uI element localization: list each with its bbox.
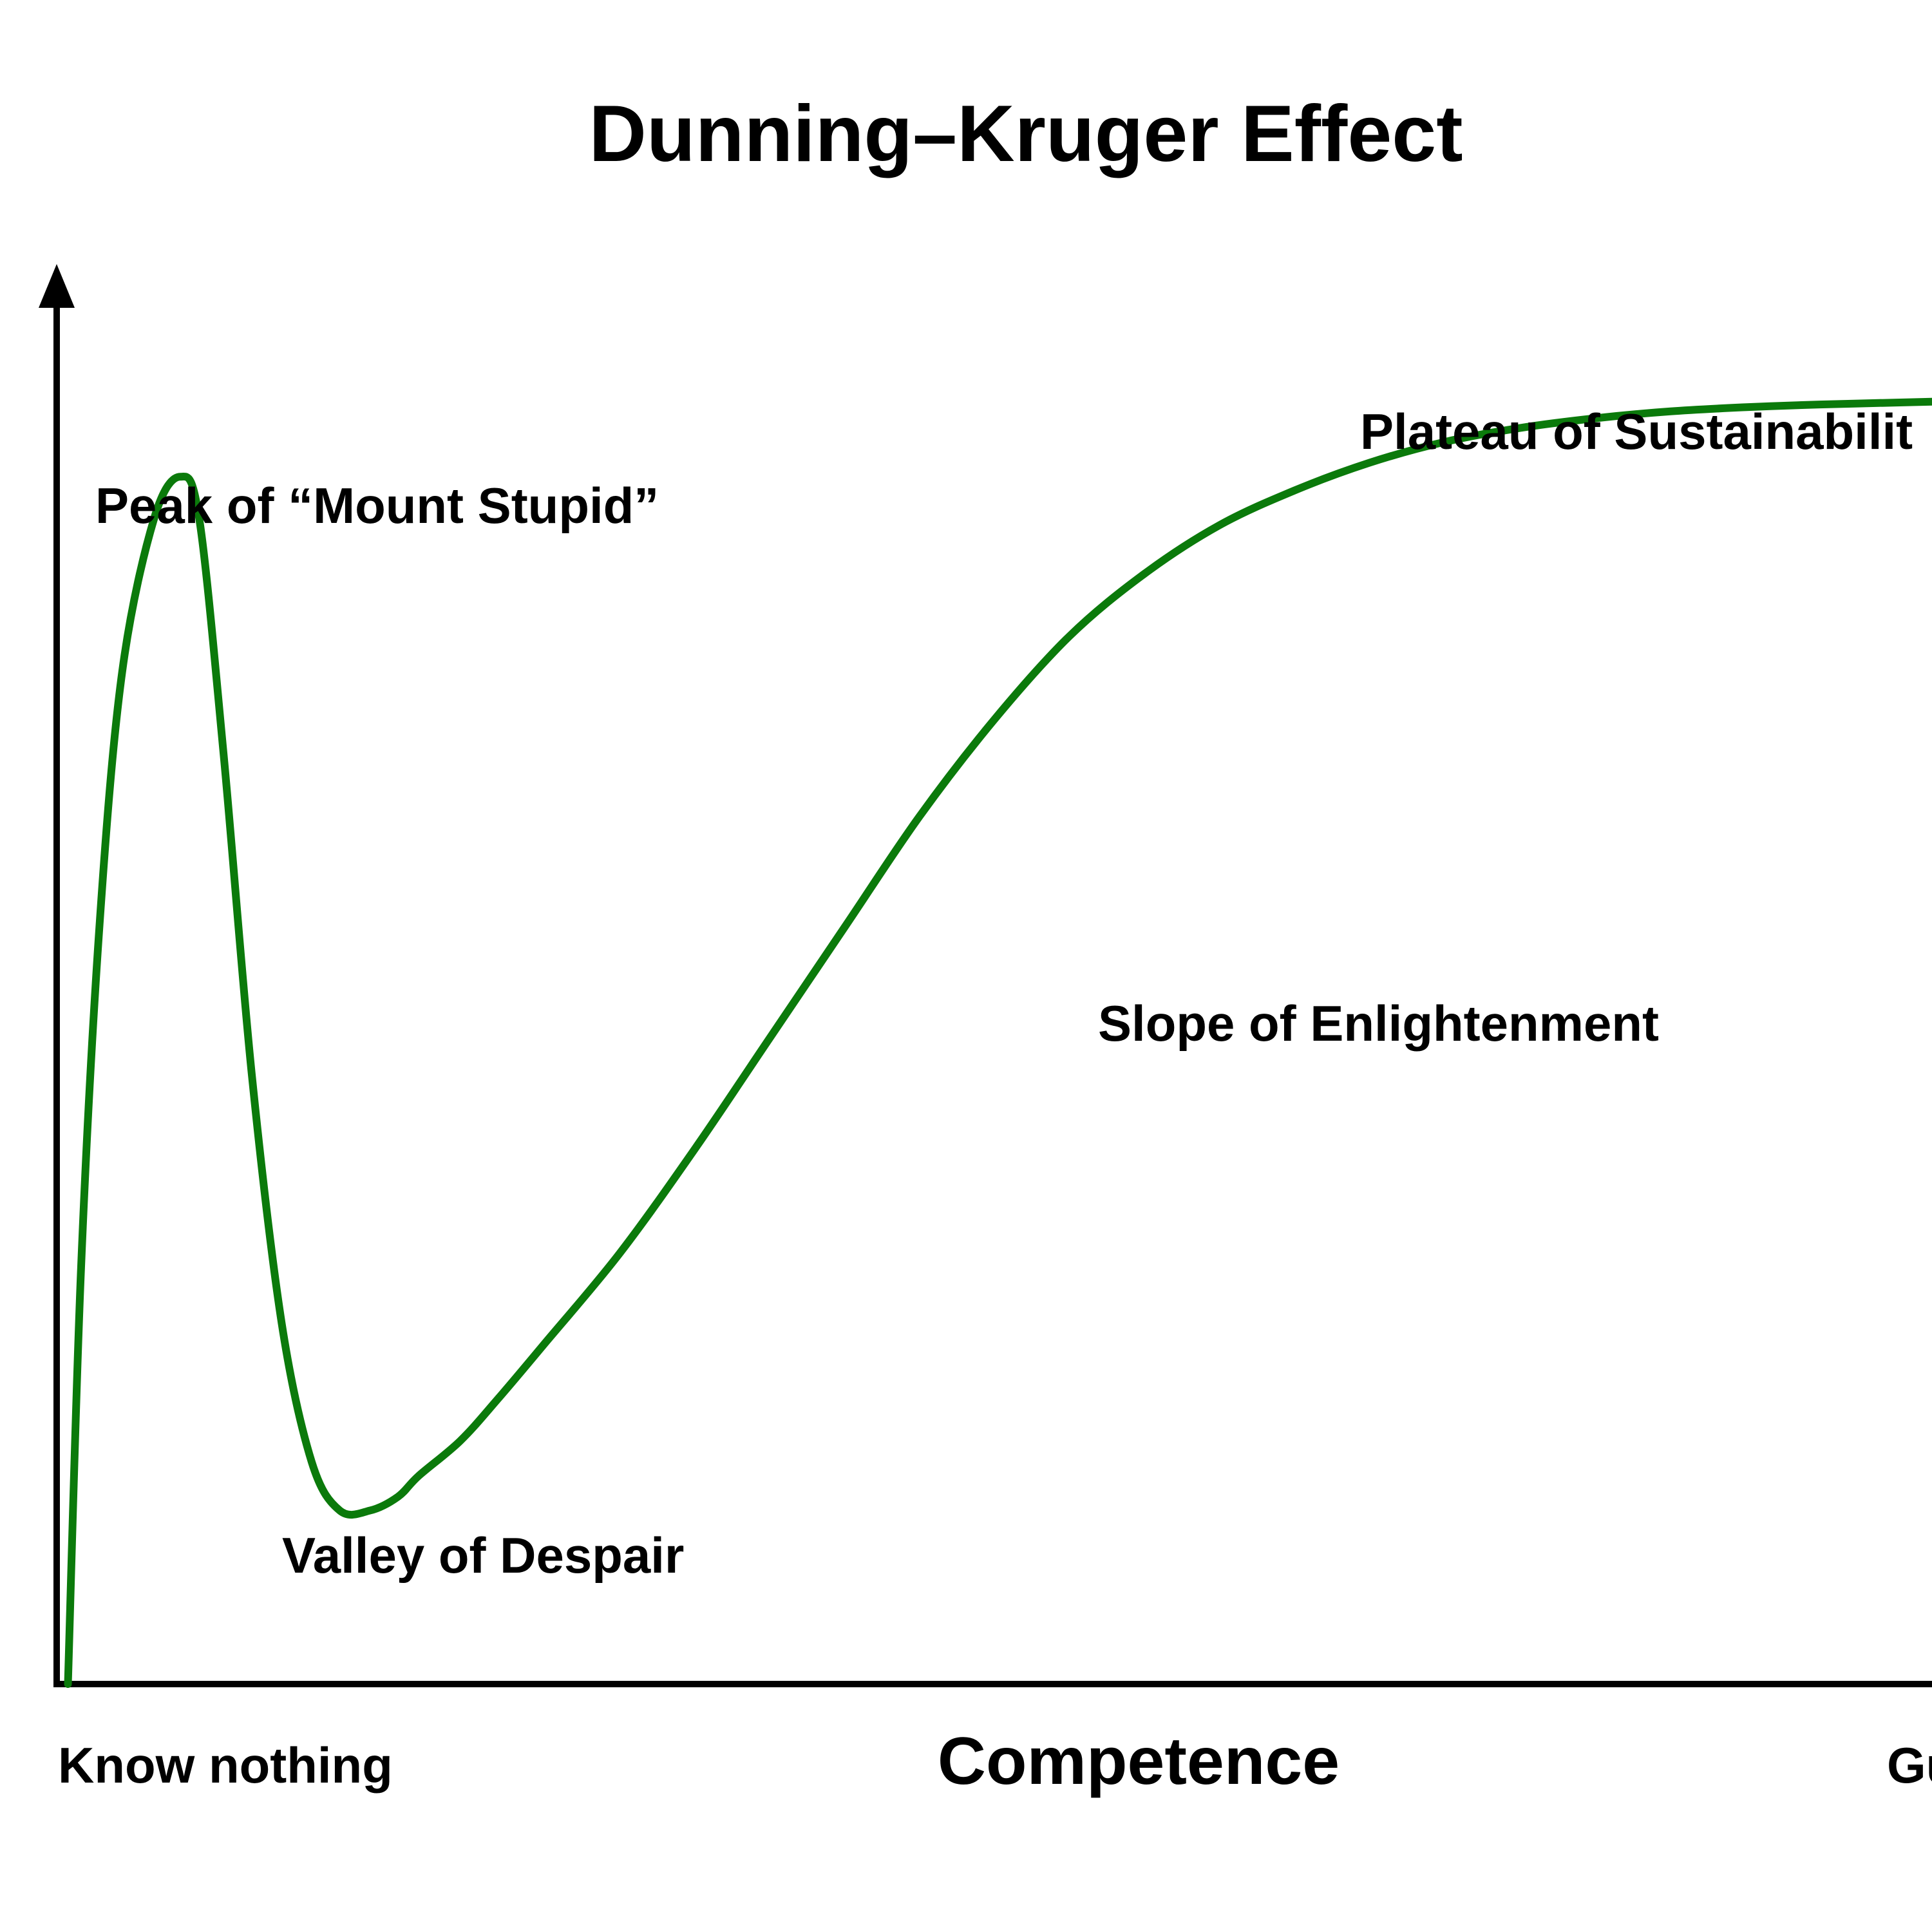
- annotation-slope: Slope of Enlightenment: [1098, 995, 1659, 1052]
- competence-confidence-curve: [64, 397, 1932, 1688]
- x-axis-label: Competence: [938, 1724, 1340, 1799]
- y-axis-arrow: [39, 264, 75, 308]
- x-tick-label-left: Know nothing: [58, 1737, 393, 1794]
- annotation-peak: Peak of “Mount Stupid”: [95, 477, 659, 534]
- annotation-plateau: Plateau of Sustainabilit: [1360, 403, 1913, 460]
- annotation-valley: Valley of Despair: [282, 1527, 684, 1584]
- chart-title: Dunning–Kruger Effect: [589, 90, 1463, 178]
- x-tick-label-right: Gu: [1887, 1737, 1932, 1794]
